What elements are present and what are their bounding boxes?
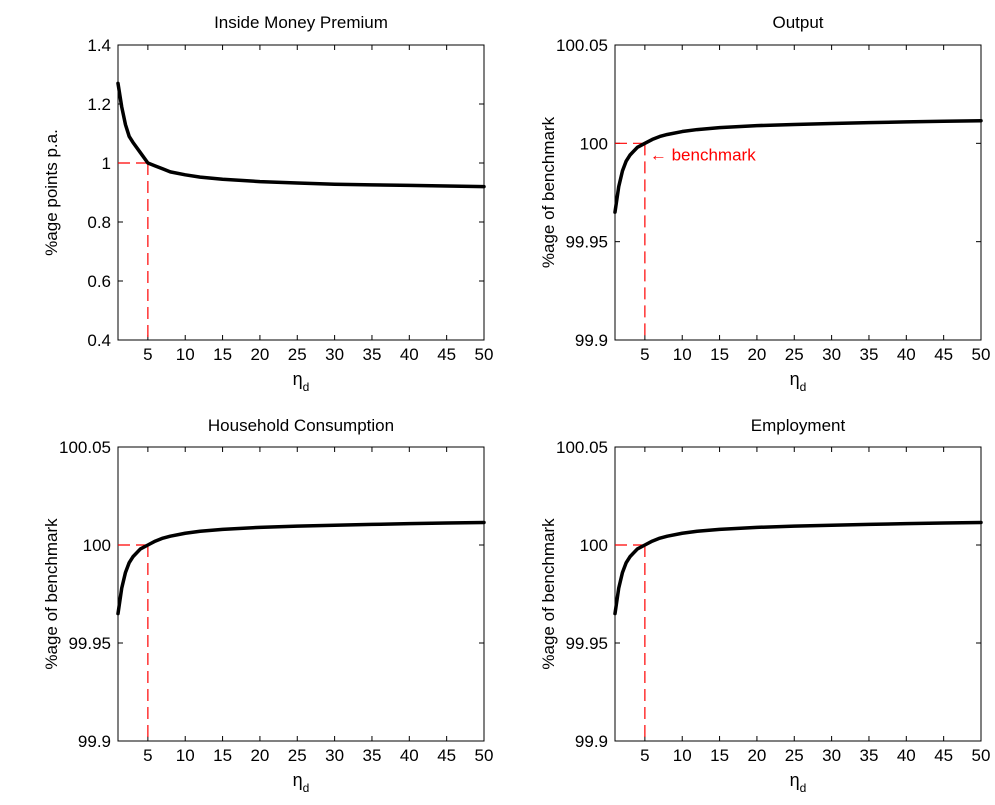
- x-tick-label: 15: [213, 746, 232, 765]
- series-line: [116, 520, 486, 616]
- y-tick-label: 0.8: [87, 213, 111, 232]
- x-tick-label: 45: [934, 345, 953, 364]
- x-axis-label-main: η: [293, 770, 303, 790]
- x-tick-label: 50: [972, 746, 991, 765]
- x-tick-label: 5: [640, 345, 649, 364]
- x-axis-label: ηd: [293, 369, 310, 394]
- x-axis-label: ηd: [293, 770, 310, 795]
- x-tick-label: 35: [859, 345, 878, 364]
- y-axis-label: %age of benchmark: [539, 518, 558, 670]
- chart-title: Inside Money Premium: [214, 13, 388, 32]
- x-axis-label-subscript: d: [303, 380, 310, 394]
- x-tick-label: 25: [288, 746, 307, 765]
- axes-box: [117, 446, 485, 742]
- x-tick-label: 40: [400, 746, 419, 765]
- x-tick-label: 25: [288, 345, 307, 364]
- y-axis-label: %age of benchmark: [539, 116, 558, 268]
- x-tick-label: 35: [859, 746, 878, 765]
- x-axis-label-main: η: [790, 369, 800, 389]
- x-tick-label: 45: [934, 746, 953, 765]
- x-axis-label-main: η: [790, 770, 800, 790]
- x-tick-label: 50: [475, 345, 494, 364]
- x-tick-label: 30: [822, 345, 841, 364]
- axes-box: [117, 44, 485, 341]
- x-tick-label: 20: [747, 746, 766, 765]
- chart-inside-money-premium: Inside Money Premium 5 10 15 20 25 30 35 40 45 50 0…: [0, 0, 500, 400]
- x-tick-label: 40: [400, 345, 419, 364]
- x-tick-label: 40: [897, 345, 916, 364]
- x-tick-label: 20: [250, 345, 269, 364]
- x-tick-label: 50: [972, 345, 991, 364]
- x-tick-label: 5: [640, 746, 649, 765]
- chart-svg: Employment 5 10 15 20 25 30 35 40 45 50 99.9 99.95 10…: [539, 416, 991, 795]
- y-axis-label: %age points p.a.: [42, 129, 61, 256]
- x-tick-label: 10: [176, 746, 195, 765]
- y-tick-label: 99.95: [565, 233, 608, 252]
- y-tick-label: 99.95: [68, 634, 111, 653]
- x-axis-label-main: η: [293, 369, 303, 389]
- x-axis-label-subscript: d: [303, 781, 310, 795]
- x-tick-label: 15: [213, 345, 232, 364]
- y-tick-label: 0.4: [87, 331, 111, 350]
- y-tick-label: 100: [580, 536, 608, 555]
- y-tick-label: 99.9: [575, 732, 608, 751]
- x-tick-label: 20: [747, 345, 766, 364]
- x-tick-label: 30: [822, 746, 841, 765]
- y-tick-label: 0.6: [87, 272, 111, 291]
- x-tick-label: 35: [362, 345, 381, 364]
- axes-box: [614, 44, 982, 341]
- y-tick-label: 100: [580, 134, 608, 153]
- y-tick-label: 100: [83, 536, 111, 555]
- x-tick-label: 10: [673, 345, 692, 364]
- x-axis-label-subscript: d: [800, 781, 807, 795]
- y-tick-label: 99.9: [575, 331, 608, 350]
- x-tick-label: 30: [325, 345, 344, 364]
- y-tick-label: 1: [102, 154, 111, 173]
- x-tick-label: 20: [250, 746, 269, 765]
- x-axis-label: ηd: [790, 369, 807, 394]
- y-tick-label: 100.05: [59, 438, 111, 457]
- chart-employment: Employment 5 10 15 20 25 30 35 40 45 50 99.9 99.95 10…: [497, 400, 995, 805]
- series-line: [613, 520, 983, 616]
- x-tick-label: 15: [710, 746, 729, 765]
- x-tick-label: 10: [673, 746, 692, 765]
- chart-svg: Household Consumption 5 10 15 20 25 30 35 40 45 50…: [42, 416, 494, 795]
- x-tick-label: 45: [437, 746, 456, 765]
- x-tick-label: 25: [785, 345, 804, 364]
- x-tick-label: 10: [176, 345, 195, 364]
- y-tick-label: 99.95: [565, 634, 608, 653]
- x-tick-label: 5: [143, 345, 152, 364]
- series-line: [116, 81, 486, 189]
- x-axis-label: ηd: [790, 770, 807, 795]
- chart-title: Household Consumption: [208, 416, 394, 435]
- x-tick-label: 30: [325, 746, 344, 765]
- chart-household-consumption: Household Consumption 5 10 15 20 25 30 35 40 45 50…: [0, 400, 500, 805]
- benchmark-annotation: ← benchmark: [650, 145, 756, 164]
- x-tick-label: 35: [362, 746, 381, 765]
- chart-title: Output: [772, 13, 823, 32]
- y-tick-label: 1.2: [87, 95, 111, 114]
- chart-output: Output 5 10 15 20 25 30 35 40 45 50 99.9 99.95 100 100…: [497, 0, 995, 400]
- series-line: [613, 118, 983, 214]
- x-tick-label: 25: [785, 746, 804, 765]
- y-axis-label: %age of benchmark: [42, 518, 61, 670]
- x-tick-label: 5: [143, 746, 152, 765]
- chart-svg: Inside Money Premium 5 10 15 20 25 30 35 40 45 50 0…: [42, 13, 494, 394]
- x-tick-label: 45: [437, 345, 456, 364]
- chart-svg: Output 5 10 15 20 25 30 35 40 45 50 99.9 99.95 100 100…: [539, 13, 991, 394]
- chart-title: Employment: [751, 416, 846, 435]
- x-tick-label: 15: [710, 345, 729, 364]
- x-tick-label: 50: [475, 746, 494, 765]
- x-axis-label-subscript: d: [800, 380, 807, 394]
- y-tick-label: 100.05: [556, 36, 608, 55]
- y-tick-label: 100.05: [556, 438, 608, 457]
- x-tick-label: 40: [897, 746, 916, 765]
- y-tick-label: 99.9: [78, 732, 111, 751]
- y-tick-label: 1.4: [87, 36, 111, 55]
- axes-box: [614, 446, 982, 742]
